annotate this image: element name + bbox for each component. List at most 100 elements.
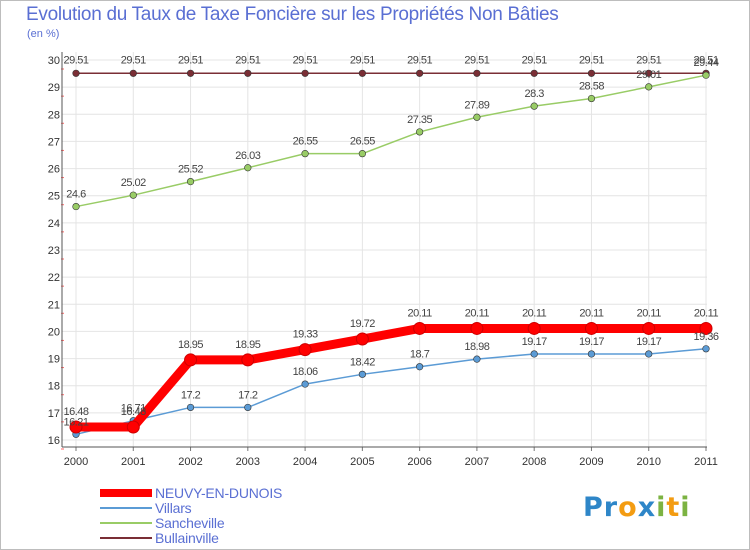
data-point — [301, 150, 309, 158]
legend-swatch — [100, 489, 152, 497]
logo-letter: P — [583, 492, 604, 523]
data-label: 29.01 — [636, 69, 661, 81]
legend-label: Villars — [155, 500, 192, 516]
data-label: 29.51 — [63, 54, 88, 66]
data-point — [702, 71, 710, 79]
x-tick-label: 2000 — [64, 456, 88, 468]
data-point — [645, 350, 653, 358]
x-tick-label: 2005 — [350, 456, 374, 468]
data-label: 29.51 — [579, 54, 604, 66]
data-point — [129, 191, 137, 199]
legend-swatch — [100, 507, 152, 509]
data-label: 26.03 — [235, 150, 260, 162]
data-point — [530, 102, 538, 110]
data-point — [470, 321, 484, 335]
data-point — [298, 343, 312, 357]
y-tick-label: 24 — [48, 218, 60, 230]
data-label: 24.6 — [66, 189, 86, 201]
data-point — [587, 69, 596, 77]
legend-item-bullainville: Bullainville — [100, 530, 219, 546]
data-point — [527, 321, 541, 335]
logo-letter: i — [656, 492, 667, 523]
data-label: 16.48 — [121, 406, 146, 418]
data-point — [473, 69, 481, 77]
y-tick-label: 21 — [48, 299, 60, 311]
legend-swatch — [100, 537, 152, 539]
data-label: 29.51 — [522, 54, 547, 66]
legend-label: Sancheville — [155, 515, 225, 531]
x-tick-label: 2006 — [407, 456, 431, 468]
logo-letter: t — [666, 492, 681, 523]
data-label: 20.11 — [408, 307, 433, 319]
data-label: 19.36 — [693, 331, 718, 343]
series-line-neuvy-en-dunois — [76, 323, 706, 432]
y-tick-label: 26 — [48, 164, 60, 176]
data-point — [645, 83, 653, 91]
y-tick-label: 25 — [48, 191, 60, 203]
data-label: 27.35 — [407, 114, 432, 126]
data-point — [645, 69, 653, 77]
data-label: 19.72 — [350, 318, 375, 330]
data-point — [587, 94, 596, 103]
data-label: 29.44 — [693, 57, 718, 69]
data-point — [244, 403, 252, 412]
y-tick-label: 23 — [48, 245, 60, 257]
data-label: 18.98 — [464, 341, 489, 353]
data-label: 20.11 — [522, 307, 547, 319]
data-label: 20.11 — [637, 307, 662, 319]
legend-item-sancheville: Sancheville — [100, 515, 225, 531]
data-point — [72, 202, 80, 211]
data-point — [241, 353, 255, 367]
data-label: 18.06 — [293, 366, 318, 378]
logo-letter: o — [618, 492, 638, 523]
data-point — [244, 69, 252, 77]
legend-item-neuvy: NEUVY-EN-DUNOIS — [100, 485, 282, 501]
data-point — [126, 420, 140, 434]
y-tick-label: 16 — [48, 435, 60, 447]
data-point — [355, 332, 369, 346]
x-tick-label: 2003 — [236, 456, 260, 468]
proxiti-logo: Proxiti — [583, 492, 691, 523]
y-tick-label: 22 — [48, 272, 60, 284]
x-tick-label: 2008 — [522, 456, 546, 468]
data-point — [186, 403, 195, 412]
data-label: 18.95 — [235, 339, 260, 351]
data-label: 29.51 — [178, 54, 203, 66]
data-point — [416, 128, 424, 136]
data-label: 16.71 — [121, 403, 146, 415]
data-point — [473, 113, 481, 121]
data-label: 17.2 — [238, 389, 258, 401]
data-point — [413, 321, 427, 335]
data-point — [358, 69, 366, 77]
data-point — [186, 69, 195, 77]
data-point — [301, 380, 309, 388]
data-label: 29.51 — [293, 54, 318, 66]
data-label: 29.51 — [121, 54, 146, 66]
x-tick-label: 2010 — [636, 456, 660, 468]
series-line-sancheville — [75, 74, 707, 208]
data-label: 20.11 — [694, 307, 719, 319]
data-label: 29.51 — [636, 54, 661, 66]
data-label: 29.51 — [235, 54, 260, 66]
data-point — [699, 321, 713, 335]
y-tick-label: 27 — [48, 136, 60, 148]
data-point — [702, 345, 710, 353]
data-label: 19.17 — [522, 336, 547, 348]
data-point — [587, 350, 596, 358]
data-label: 28.3 — [524, 88, 544, 100]
data-label: 28.58 — [579, 81, 604, 93]
data-point — [416, 69, 424, 77]
data-point — [473, 355, 481, 363]
logo-letter: r — [603, 492, 619, 523]
legend-item-villars: Villars — [100, 500, 192, 516]
data-label: 18.7 — [410, 349, 430, 361]
data-point — [244, 164, 252, 172]
y-tick-label: 18 — [48, 381, 60, 393]
y-tick-label: 28 — [48, 109, 60, 121]
data-point — [72, 69, 80, 77]
data-label: 27.89 — [464, 99, 489, 111]
data-label: 29.51 — [350, 54, 375, 66]
data-label: 16.21 — [63, 416, 88, 428]
chart-title: Evolution du Taux de Taxe Foncière sur l… — [26, 4, 559, 25]
